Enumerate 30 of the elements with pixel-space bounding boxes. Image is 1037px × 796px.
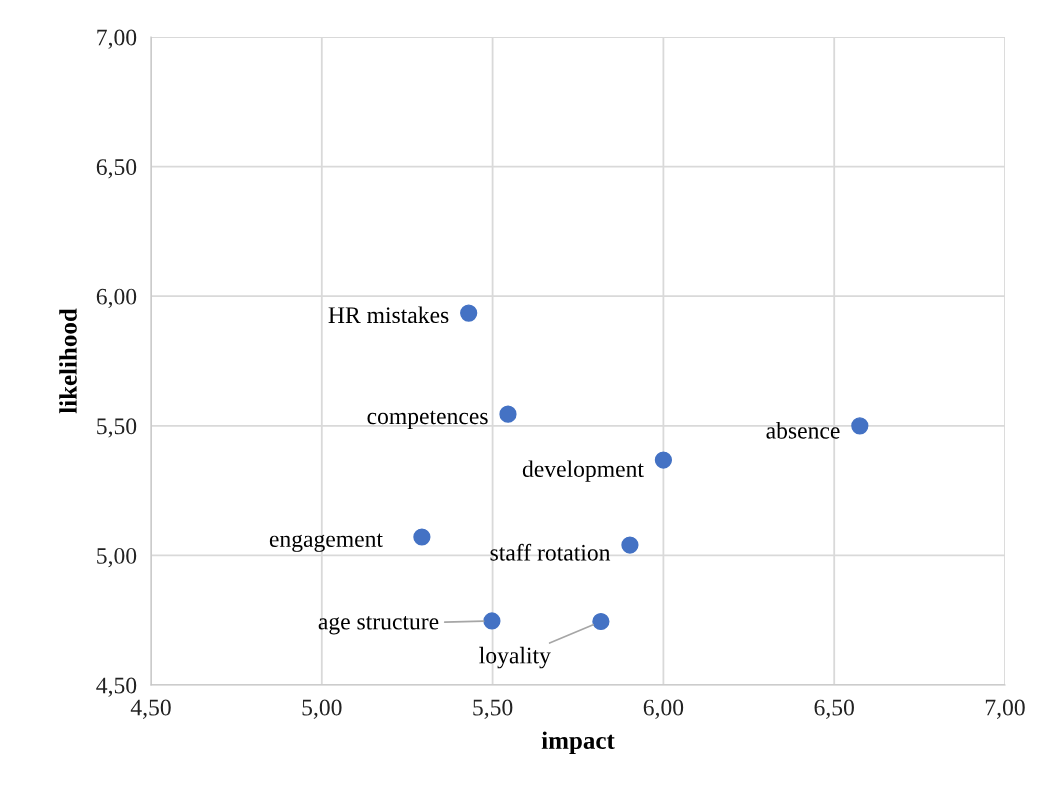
- point: [413, 528, 431, 546]
- x-axis-title: impact: [541, 731, 615, 755]
- annotation: age structure: [318, 616, 439, 635]
- point: [483, 612, 501, 630]
- point: [851, 417, 869, 435]
- x-tick-label: 5,00: [302, 699, 342, 719]
- x-tick-label: 5,50: [473, 699, 513, 719]
- y-tick-label: 5,00: [97, 547, 137, 568]
- y-tick-label: 6,00: [96, 288, 137, 309]
- y-axis-title: likelihood: [59, 308, 77, 414]
- x-tick-label: 4,50: [130, 699, 171, 719]
- annotation: HR mistakes: [328, 306, 449, 324]
- point: [460, 304, 478, 322]
- annotation: engagement: [269, 533, 383, 552]
- point: [499, 405, 517, 423]
- x-tick-label: 6,50: [814, 699, 854, 719]
- annotation: competences: [367, 410, 488, 430]
- annotation: staff rotation: [490, 543, 611, 561]
- x-tick-label: 6,00: [643, 699, 684, 719]
- point: [621, 536, 639, 554]
- y-tick-label: 6,50: [96, 159, 137, 179]
- annotation: absence: [766, 422, 840, 439]
- point: [592, 612, 610, 631]
- annotation: development: [522, 460, 644, 482]
- y-tick-label: 7,00: [97, 29, 137, 49]
- x-tick-label: 7,00: [985, 699, 1025, 719]
- point: [654, 451, 673, 469]
- y-tick-label: 5,50: [97, 418, 137, 438]
- y-tick-label: 4,50: [96, 677, 137, 697]
- annotation: loyality: [479, 646, 551, 669]
